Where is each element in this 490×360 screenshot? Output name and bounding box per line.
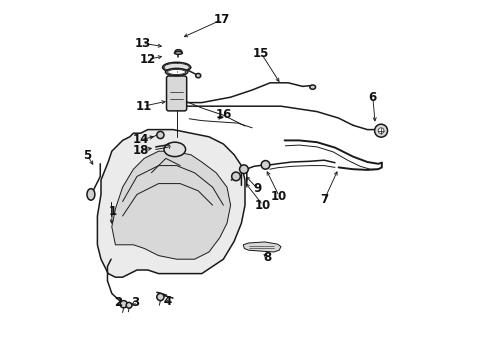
FancyBboxPatch shape <box>167 76 187 111</box>
Circle shape <box>378 128 384 134</box>
Circle shape <box>120 301 127 308</box>
Text: 14: 14 <box>132 133 149 146</box>
Ellipse shape <box>196 73 201 78</box>
Text: 2: 2 <box>114 296 122 309</box>
Text: 13: 13 <box>134 37 150 50</box>
Ellipse shape <box>168 69 186 75</box>
Circle shape <box>232 172 240 181</box>
Ellipse shape <box>175 50 182 53</box>
Text: 5: 5 <box>83 149 92 162</box>
Ellipse shape <box>87 189 95 200</box>
Polygon shape <box>98 130 245 277</box>
Text: 4: 4 <box>164 295 171 308</box>
Text: 9: 9 <box>253 182 262 195</box>
Text: 10: 10 <box>255 199 271 212</box>
Ellipse shape <box>166 68 188 76</box>
Polygon shape <box>112 151 231 259</box>
Ellipse shape <box>174 51 182 54</box>
Ellipse shape <box>164 63 189 71</box>
Text: 6: 6 <box>368 91 377 104</box>
Text: 1: 1 <box>108 205 117 218</box>
Text: 7: 7 <box>320 193 328 206</box>
Text: 11: 11 <box>135 100 151 113</box>
Ellipse shape <box>163 62 191 72</box>
Circle shape <box>157 293 164 301</box>
Text: 15: 15 <box>253 47 270 60</box>
Ellipse shape <box>164 142 186 157</box>
Text: 3: 3 <box>131 296 139 309</box>
Text: 17: 17 <box>214 13 230 26</box>
Circle shape <box>240 165 248 174</box>
Circle shape <box>157 131 164 139</box>
Text: 10: 10 <box>271 190 287 203</box>
Polygon shape <box>243 242 281 252</box>
Circle shape <box>374 124 388 137</box>
Circle shape <box>126 302 132 308</box>
Text: 12: 12 <box>140 53 156 66</box>
Text: 18: 18 <box>132 144 149 157</box>
Text: 8: 8 <box>263 251 271 264</box>
Circle shape <box>261 161 270 169</box>
Text: 16: 16 <box>215 108 232 121</box>
Ellipse shape <box>310 85 316 89</box>
